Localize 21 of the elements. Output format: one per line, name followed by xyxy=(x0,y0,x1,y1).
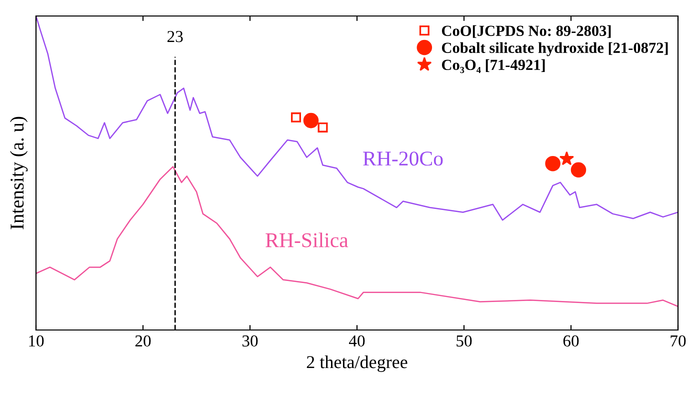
point xyxy=(570,162,586,178)
y-axis-title: Intensity (a. u) xyxy=(10,116,28,230)
legend-label: Cobalt silicate hydroxide [21-0872] xyxy=(442,42,668,56)
point xyxy=(545,156,560,172)
ref-line-label: 23 xyxy=(168,30,183,42)
x-tick-label: 30 xyxy=(242,335,258,347)
x-axis-title: 2 theta/degree xyxy=(306,356,408,372)
x-tick-label: 70 xyxy=(670,335,686,347)
series-label: RH-Silica xyxy=(266,232,348,248)
x-tick-label: 60 xyxy=(563,335,579,347)
legend-label: Co₃O₄ [71-4921] xyxy=(442,59,545,74)
series-label: RH-20Co xyxy=(363,152,443,166)
point xyxy=(303,112,319,128)
x-tick-label: 10 xyxy=(29,335,44,347)
x-tick-label: 50 xyxy=(456,335,472,347)
x-tick-label: 40 xyxy=(348,335,365,347)
x-tick-label: 20 xyxy=(135,335,151,347)
point xyxy=(291,112,302,122)
legend-label: CoO[JCPDS No: 89-2803] xyxy=(442,25,611,38)
point xyxy=(318,122,328,132)
point xyxy=(559,151,574,166)
